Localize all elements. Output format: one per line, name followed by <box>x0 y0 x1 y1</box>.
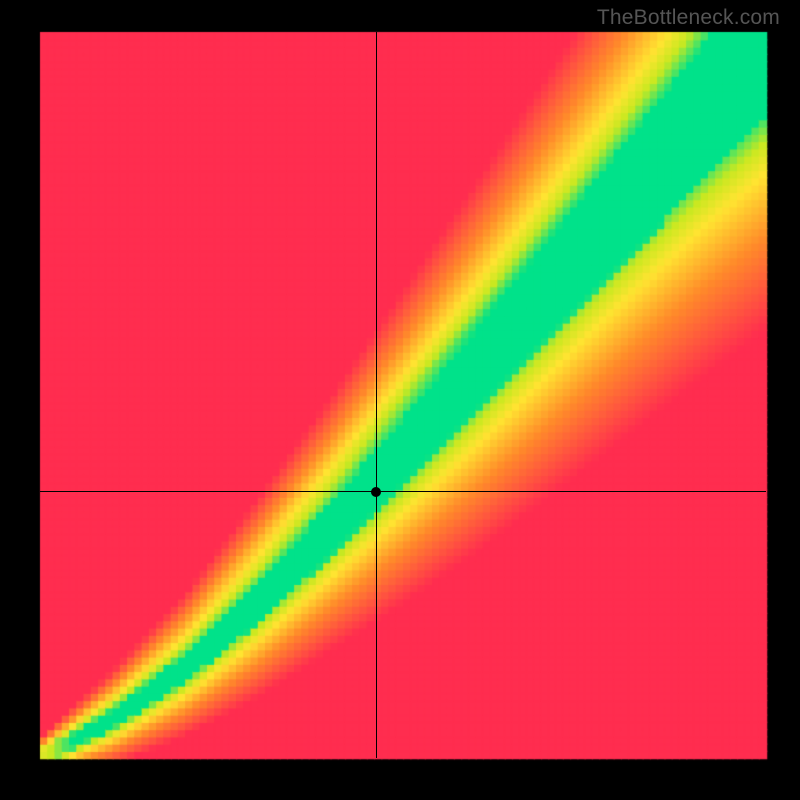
watermark-text: TheBottleneck.com <box>597 6 780 30</box>
crosshair-vertical <box>376 32 377 758</box>
data-point-marker <box>371 487 381 497</box>
plot-frame <box>40 32 766 758</box>
crosshair-horizontal <box>40 491 766 492</box>
